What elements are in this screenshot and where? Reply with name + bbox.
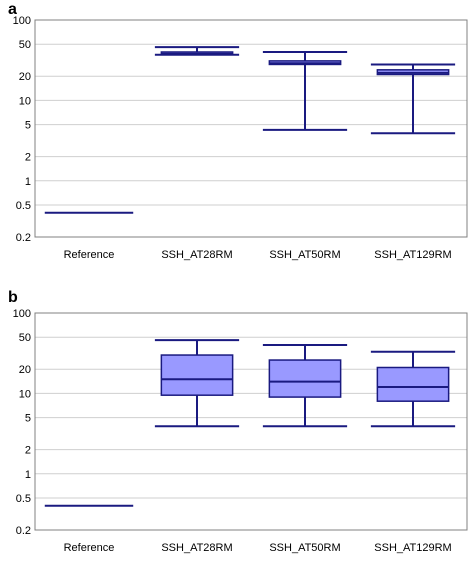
category-label: SSH_AT129RM (374, 542, 451, 554)
panel-b-letter: b (8, 289, 18, 306)
panel-a: a 0.2 0.5 1 2 5 10 20 50 100 Reference SSH_AT28RM S… (8, 1, 468, 261)
y-tick-label: 20 (19, 71, 31, 83)
box-ssh_at28rm (154, 339, 240, 428)
category-label: SSH_AT28RM (161, 249, 232, 261)
iqr-box (268, 359, 342, 398)
panel-b: b 0.2 0.5 1 2 5 10 20 50 100 Reference SSH_AT28RM S… (8, 289, 468, 554)
y-tick-label: 10 (19, 388, 31, 400)
y-tick-label: 1 (25, 469, 31, 481)
y-tick-label: 0.5 (16, 200, 31, 212)
box-ssh_at129rm (370, 350, 456, 428)
y-tick-label: 100 (13, 308, 31, 320)
y-tick-label: 20 (19, 364, 31, 376)
box-ssh_at50rm (262, 50, 348, 131)
box-ssh_at28rm (154, 46, 240, 56)
y-tick-label: 10 (19, 95, 31, 107)
category-label: SSH_AT50RM (269, 249, 340, 261)
category-label: SSH_AT50RM (269, 542, 340, 554)
y-tick-label: 0.5 (16, 493, 31, 505)
y-tick-label: 0.2 (16, 525, 31, 537)
category-label: SSH_AT28RM (161, 542, 232, 554)
y-tick-label: 2 (25, 445, 31, 457)
y-tick-label: 0.2 (16, 232, 31, 244)
y-tick-label: 5 (25, 120, 31, 132)
box-ssh_at50rm (262, 343, 348, 428)
panel-b-plot-area: 0.2 0.5 1 2 5 10 20 50 100 Reference SSH_AT28RM SSH… (13, 308, 468, 554)
y-tick-label: 1 (25, 176, 31, 188)
plot-frame (34, 312, 468, 531)
category-label: Reference (64, 542, 115, 554)
box-ssh_at129rm (370, 63, 456, 135)
y-tick-label: 5 (25, 413, 31, 425)
iqr-box (376, 366, 450, 402)
y-tick-label: 2 (25, 152, 31, 164)
iqr-box (160, 354, 234, 396)
panel-a-letter: a (8, 1, 17, 18)
panel-a-plot-area: 0.2 0.5 1 2 5 10 20 50 100 Reference SSH_AT28RM SSH… (13, 15, 468, 261)
y-tick-label: 50 (19, 332, 31, 344)
y-tick-label: 50 (19, 39, 31, 51)
category-label: SSH_AT129RM (374, 249, 451, 261)
y-tick-label: 100 (13, 15, 31, 27)
category-label: Reference (64, 249, 115, 261)
plot-frame (34, 19, 468, 238)
